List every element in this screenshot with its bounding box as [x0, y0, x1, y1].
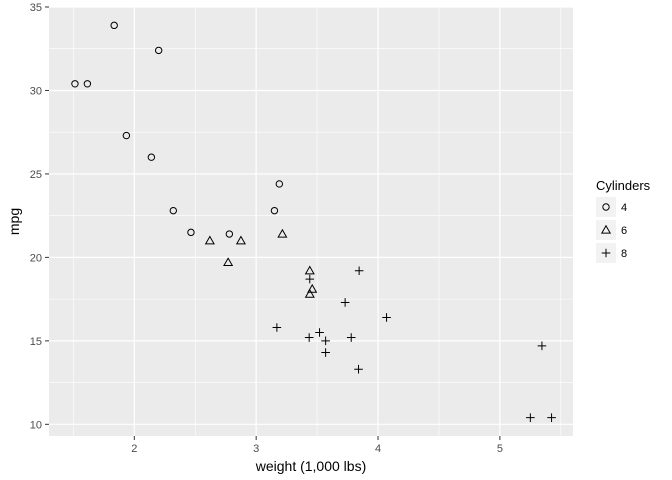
data-point-cyl-6	[223, 257, 234, 267]
data-point-cyl-4	[225, 230, 234, 238]
y-axis-title: mpg	[6, 208, 22, 235]
data-point-cyl-4	[147, 153, 156, 161]
plot-panel	[49, 7, 573, 436]
data-point-cyl-8	[272, 323, 282, 332]
x-tick-label: 5	[497, 443, 503, 455]
data-point-cyl-6	[277, 228, 288, 238]
legend-symbol-6	[600, 224, 612, 234]
data-point-cyl-4	[154, 46, 163, 55]
data-point-cyl-8	[526, 413, 535, 422]
data-point-cyl-8	[354, 266, 364, 276]
data-point-cyl-8	[382, 313, 391, 322]
legend-key-4	[596, 197, 616, 217]
legend-symbol-4	[602, 203, 610, 211]
data-point-cyl-8	[354, 364, 363, 374]
x-axis-title: weight (1,000 lbs)	[255, 458, 367, 474]
x-tick-label: 3	[253, 443, 259, 455]
data-point-cyl-4	[187, 228, 195, 237]
data-point-cyl-6	[307, 283, 318, 293]
legend-label-4: 4	[621, 202, 627, 214]
data-point-cyl-8	[305, 274, 315, 284]
y-axis: 10 15 20 25 30 35	[30, 2, 49, 431]
x-tick-label: 4	[375, 443, 381, 455]
legend: Cylinders 4 6 8	[596, 178, 651, 263]
data-point-cyl-6	[204, 235, 215, 245]
data-point-cyl-8	[315, 328, 324, 337]
data-point-cyl-4	[122, 131, 131, 140]
data-point-cyl-8	[304, 333, 314, 342]
data-point-cyl-6	[235, 235, 246, 245]
minor-gridlines	[49, 7, 573, 436]
y-tick-label: 30	[30, 85, 42, 97]
major-gridlines	[49, 6, 573, 436]
data-point-cyl-4	[169, 206, 177, 215]
legend-label-8: 8	[621, 248, 627, 260]
data-point-cyl-8	[537, 341, 547, 351]
legend-title: Cylinders	[596, 178, 651, 193]
data-point-cyl-8	[547, 413, 556, 422]
y-tick-label: 35	[30, 2, 42, 14]
legend-symbol-8	[601, 248, 611, 258]
y-tick-label: 20	[30, 252, 42, 264]
data-points	[71, 21, 556, 422]
x-axis: 2 3 4 5	[131, 436, 503, 455]
legend-label-6: 6	[621, 225, 627, 237]
data-point-cyl-8	[321, 348, 330, 357]
y-tick-label: 25	[30, 169, 42, 181]
data-point-cyl-8	[321, 336, 330, 346]
data-point-cyl-4	[270, 206, 279, 215]
data-point-cyl-8	[346, 333, 356, 342]
data-point-cyl-6	[304, 288, 315, 298]
data-point-cyl-4	[110, 21, 118, 30]
legend-key-6	[596, 220, 616, 240]
data-point-cyl-4	[71, 80, 79, 88]
x-tick-label: 2	[131, 443, 137, 455]
data-point-cyl-8	[340, 298, 350, 307]
data-point-cyl-4	[275, 180, 284, 188]
data-point-cyl-6	[304, 265, 315, 275]
y-tick-label: 10	[30, 419, 42, 431]
y-tick-label: 15	[30, 336, 42, 348]
data-point-cyl-4	[83, 80, 92, 88]
